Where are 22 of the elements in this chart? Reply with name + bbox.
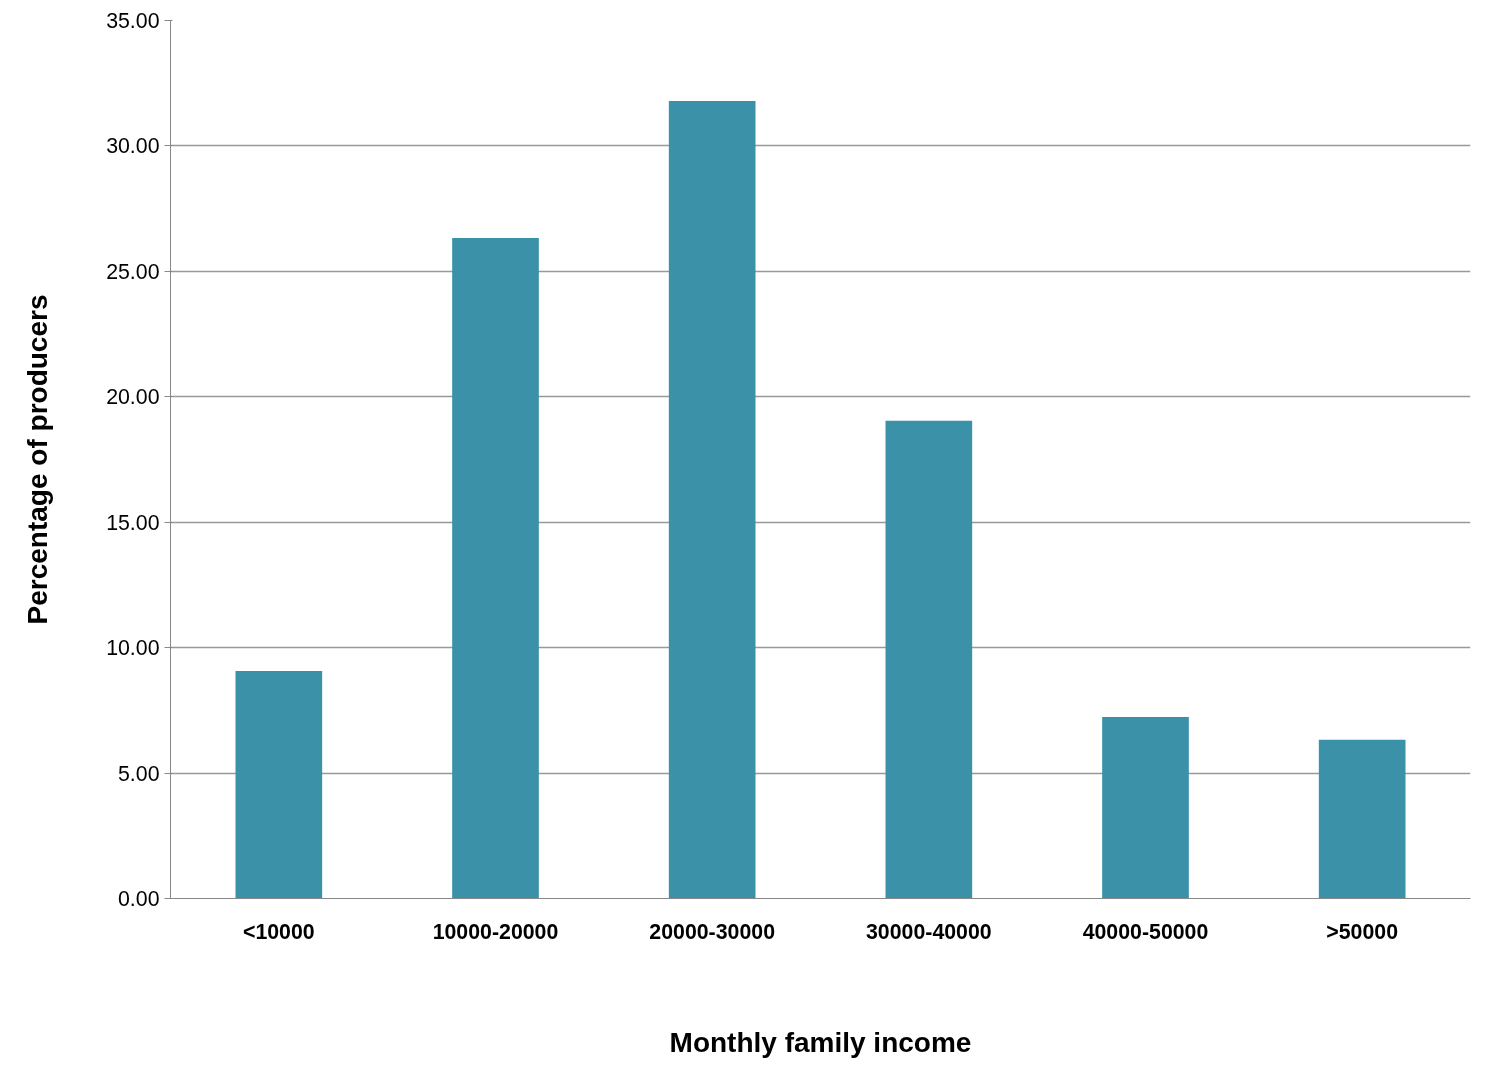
bar [235, 670, 323, 899]
y-tick-label: 0.00 [117, 887, 160, 911]
y-tick-label: 25.00 [106, 259, 160, 284]
x-tick-label: 40000-50000 [1082, 919, 1209, 944]
y-tick-label: 30.00 [106, 134, 160, 159]
y-tick-label: 35.00 [106, 9, 160, 33]
x-tick-label: >50000 [1326, 919, 1399, 944]
bar [885, 420, 973, 899]
x-tick-label: 20000-30000 [649, 919, 776, 944]
x-axis-title: Monthly family income [669, 1026, 972, 1058]
bar [452, 237, 539, 899]
bar [668, 101, 756, 899]
x-tick-label: <10000 [242, 919, 315, 944]
y-tick-label: 15.00 [106, 510, 160, 535]
x-tick-label: 30000-40000 [865, 919, 992, 944]
bar [1318, 739, 1406, 899]
y-axis-title: Percentage of producers [22, 294, 54, 625]
bar [1102, 716, 1189, 899]
y-tick-label: 10.00 [106, 636, 160, 661]
y-tick-label: 5.00 [117, 761, 160, 786]
x-tick-label: 10000-20000 [432, 919, 559, 944]
y-tick-label: 20.00 [106, 385, 160, 410]
